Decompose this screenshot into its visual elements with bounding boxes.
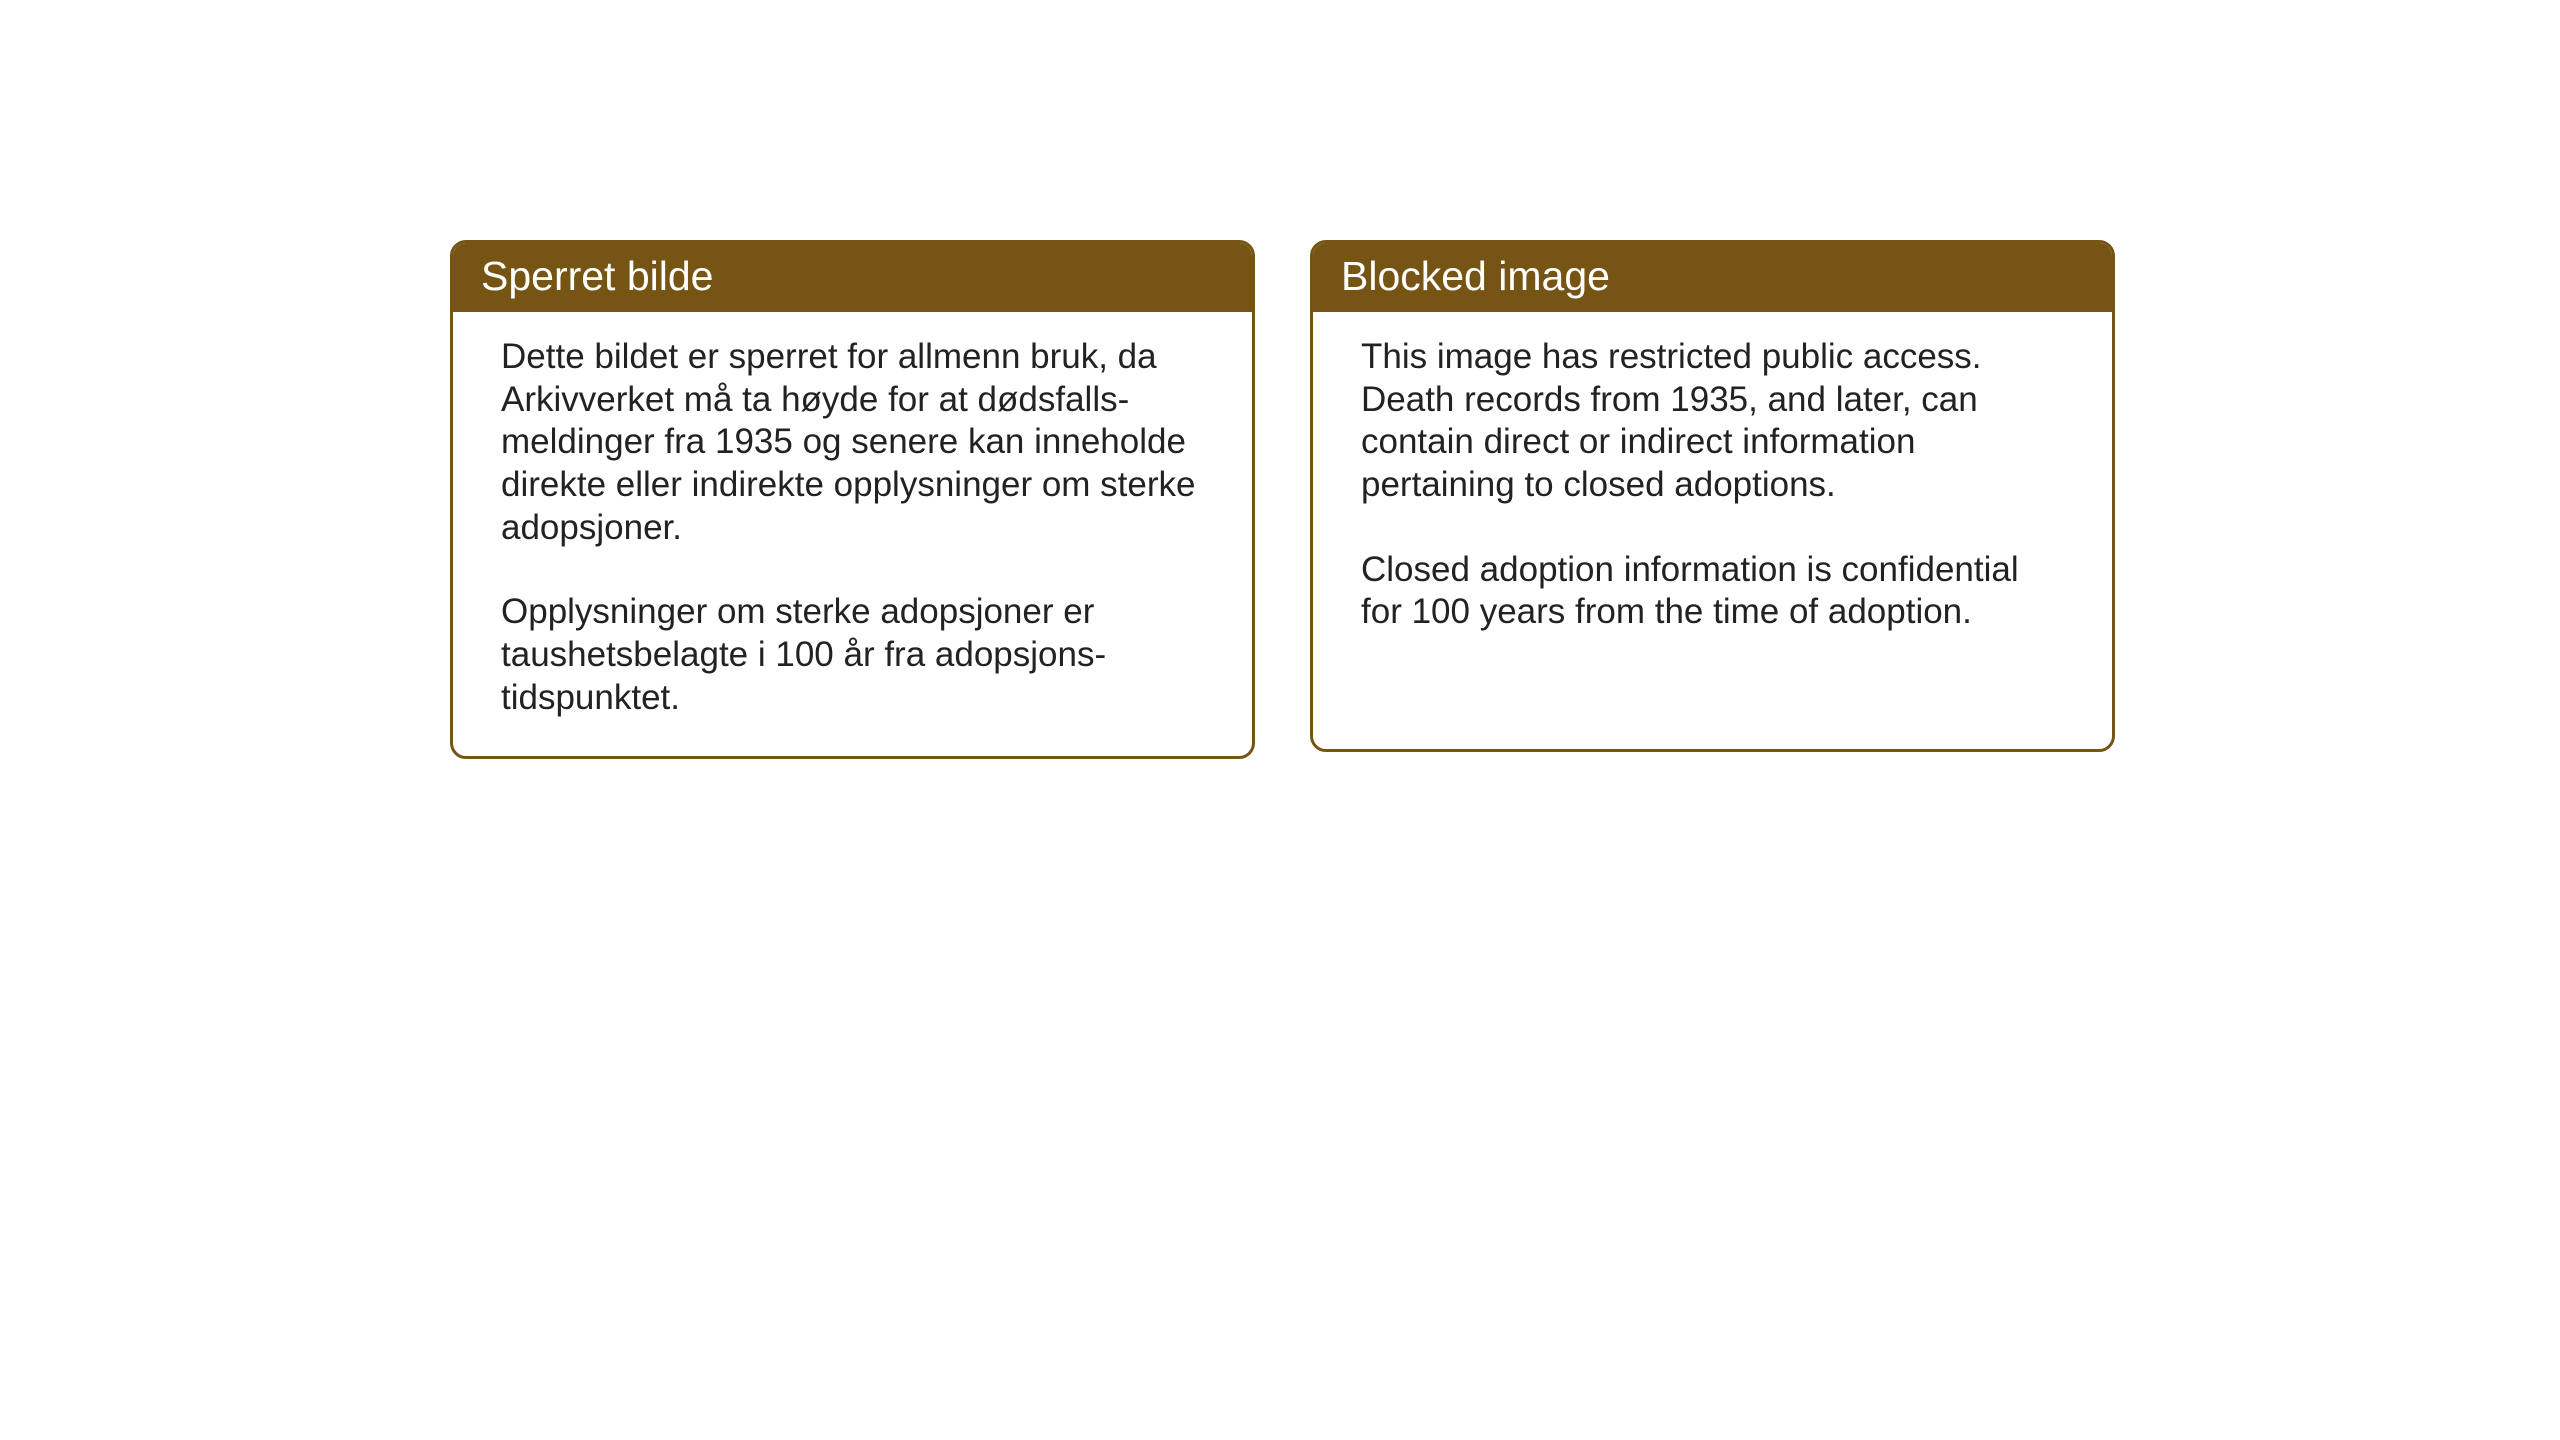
notice-paragraph-2-norwegian: Opplysninger om sterke adopsjoner er tau… xyxy=(501,591,1204,719)
notice-box-english: Blocked image This image has restricted … xyxy=(1310,240,2115,752)
notice-body-english: This image has restricted public access.… xyxy=(1313,312,2112,670)
notice-paragraph-1-norwegian: Dette bildet er sperret for allmenn bruk… xyxy=(501,336,1204,549)
notice-paragraph-1-english: This image has restricted public access.… xyxy=(1361,336,2064,507)
notice-title-norwegian: Sperret bilde xyxy=(481,253,713,299)
notice-title-english: Blocked image xyxy=(1341,253,1610,299)
notice-paragraph-2-english: Closed adoption information is confident… xyxy=(1361,549,2064,634)
notice-body-norwegian: Dette bildet er sperret for allmenn bruk… xyxy=(453,312,1252,756)
notice-header-english: Blocked image xyxy=(1313,243,2112,312)
notice-box-norwegian: Sperret bilde Dette bildet er sperret fo… xyxy=(450,240,1255,759)
notice-header-norwegian: Sperret bilde xyxy=(453,243,1252,312)
notice-container: Sperret bilde Dette bildet er sperret fo… xyxy=(450,240,2115,759)
